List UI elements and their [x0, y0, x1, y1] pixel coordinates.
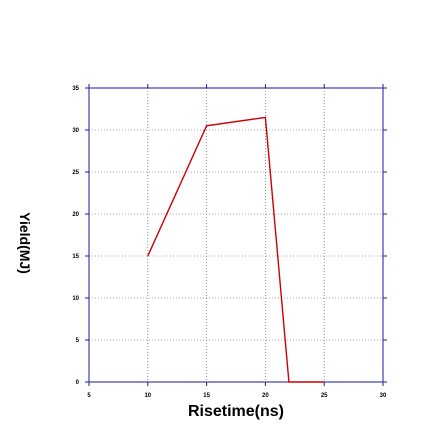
- y-tick-label: 10: [72, 296, 79, 302]
- x-tick-label: 20: [262, 393, 269, 399]
- x-tick-label: 25: [321, 393, 328, 399]
- x-axis-label: Risetime(ns): [188, 403, 284, 420]
- series-lines: [147, 116, 325, 383]
- y-tick-label: 0: [76, 380, 80, 386]
- y-tick-label: 20: [72, 212, 79, 218]
- axis-ticks: [85, 84, 387, 386]
- y-tick-label: 5: [76, 338, 80, 344]
- x-tick-label: 30: [380, 393, 387, 399]
- y-tick-label: 35: [72, 86, 79, 92]
- plot-frame: [88, 87, 384, 383]
- tick-labels: 5 10 15 20 25 30 0 5 10 15 20 25 30 35: [72, 86, 387, 399]
- y-tick-label: 30: [72, 128, 79, 134]
- x-tick-label: 10: [144, 393, 151, 399]
- y-tick-label: 15: [72, 254, 79, 260]
- x-tick-label: 15: [203, 393, 210, 399]
- y-tick-label: 25: [72, 170, 79, 176]
- x-tick-label: 5: [87, 393, 91, 399]
- y-axis-label: Yield(MJ): [17, 212, 33, 274]
- grid-lines: [89, 88, 383, 382]
- series-line: [147, 116, 325, 383]
